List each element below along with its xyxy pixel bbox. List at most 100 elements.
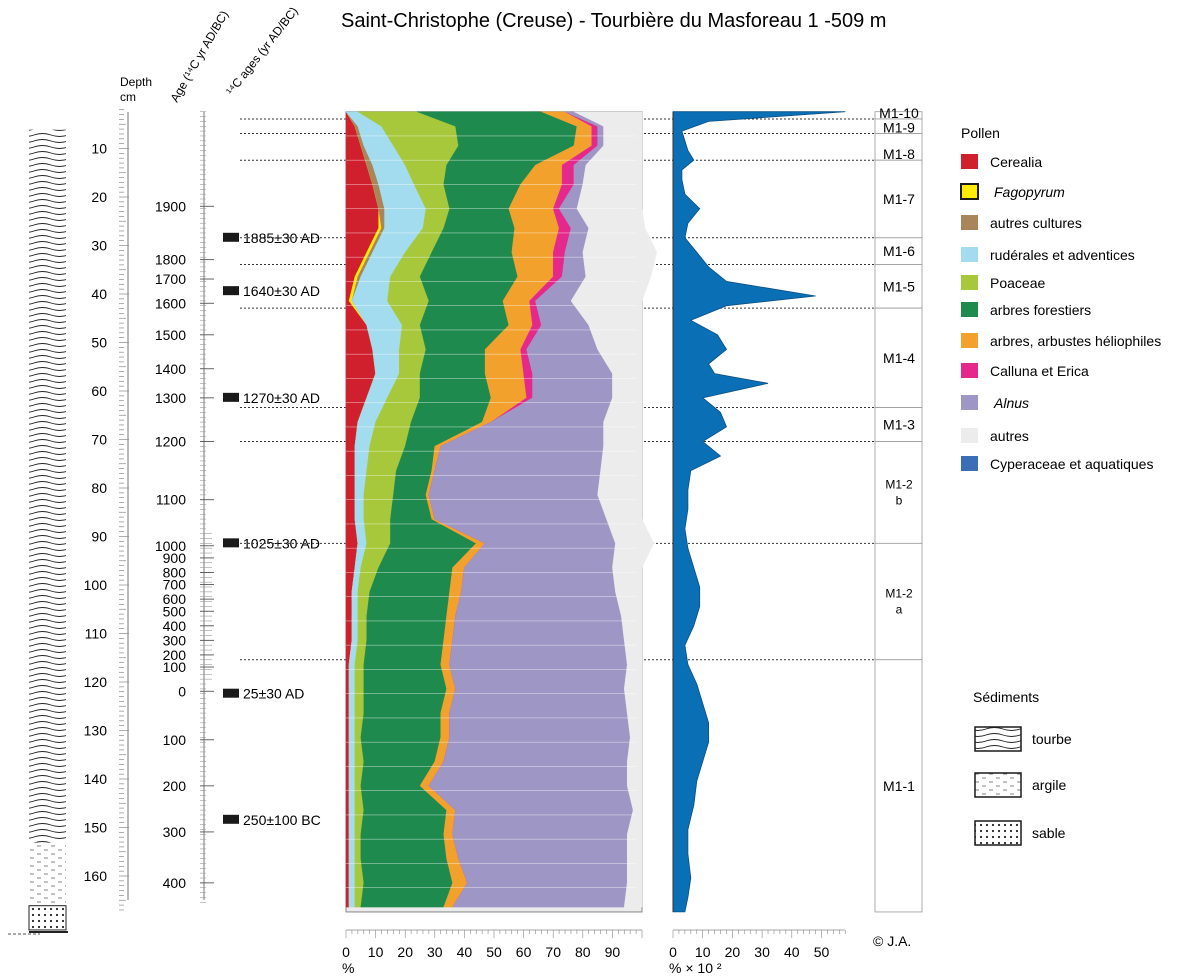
c14-date-label: 1270±30 AD (243, 390, 320, 406)
age-tick-label: 300 (163, 824, 187, 840)
zone-label: M1-1 (883, 778, 915, 794)
lithology-layer-sable (29, 905, 66, 930)
depth-tick-label: 40 (91, 286, 107, 302)
c14-date-marker (223, 392, 239, 402)
c14-date-marker (223, 232, 239, 242)
sediment-swatch (974, 772, 1022, 798)
lithology-column (8, 129, 68, 935)
pollen-axis-tick-label: 90 (605, 944, 621, 960)
legend-label: Fagopyrum (994, 184, 1065, 200)
depth-tick-label: 160 (84, 868, 108, 884)
depth-tick-label: 20 (91, 189, 107, 205)
legend-label: Cerealia (990, 154, 1042, 170)
pollen-axis-tick-label: 70 (545, 944, 561, 960)
sediment-label: tourbe (1032, 731, 1072, 747)
zone-label: M1-4 (883, 350, 915, 366)
sand-layer-outline (28, 905, 67, 931)
pollen-area-autres (570, 111, 658, 908)
pollen-axis-tick-label: 60 (516, 944, 532, 960)
pollen-axis-tick-label: 50 (486, 944, 502, 960)
c14-date-marker (223, 286, 239, 296)
pollen-axis-tick-label: 10 (368, 944, 384, 960)
pollen-axis-tick-label: 80 (575, 944, 591, 960)
cyperaceae-axis-tick-label: 50 (814, 944, 830, 960)
age-tick-label: 1800 (155, 252, 186, 268)
legend-label: rudérales et adventices (990, 247, 1135, 263)
c14-date-label: 25±30 AD (243, 686, 304, 702)
zone-label: M1-7 (883, 191, 915, 207)
age-axis: 1900180017001600150014001300120011001000… (155, 111, 214, 903)
age-tick-label: 400 (163, 618, 187, 634)
depth-tick-label: 10 (91, 141, 107, 157)
legend-swatch (961, 247, 978, 262)
pollen-legend: Pollen Cerealia Fagopyrum autres cultures ru… (960, 125, 1161, 472)
depth-tick-label: 120 (84, 674, 108, 690)
depth-tick-label: 150 (84, 820, 108, 836)
age-tick-label: 100 (163, 659, 187, 675)
pollen-axis-unit: % (342, 960, 354, 976)
depth-tick-label: 130 (84, 723, 108, 739)
depth-tick-label: 100 (84, 577, 108, 593)
age-tick-label: 200 (163, 778, 187, 794)
lithology-layer-argile (29, 842, 66, 906)
cyperaceae-curve (672, 111, 846, 913)
legend-swatch (961, 395, 978, 410)
age-tick-label: 1900 (155, 198, 186, 214)
zone-box (874, 307, 923, 408)
legend-label: Poaceae (990, 275, 1045, 291)
legend-title: Pollen (961, 125, 1000, 141)
depth-tick-label: 50 (91, 335, 107, 351)
age-tick-label: 700 (163, 577, 187, 593)
pollen-axis-tick-label: 0 (342, 944, 350, 960)
zone-label-sub: b (896, 493, 903, 507)
pollen-axis-tick-label: 20 (397, 944, 413, 960)
legend-swatch (960, 183, 979, 200)
cyperaceae-area (672, 111, 846, 913)
legend-swatch (961, 275, 978, 290)
age-tick-label: 300 (163, 632, 187, 648)
c14-date-marker (223, 814, 239, 824)
age-tick-label: 0 (178, 683, 186, 699)
c14-axis-title: ¹⁴C ages (yr AD/BC) (223, 4, 300, 98)
age-tick-label: 600 (163, 591, 187, 607)
age-tick-label: 800 (163, 564, 187, 580)
cyperaceae-axis-tick-label: 30 (754, 944, 770, 960)
legend-label: autres cultures (990, 215, 1082, 231)
legend-swatch (961, 456, 978, 471)
zone-label: M1-9 (883, 120, 915, 136)
zone-label: M1-3 (883, 417, 915, 433)
legend-label: Calluna et Erica (990, 363, 1089, 379)
zone-label: M1-10 (879, 105, 919, 121)
sediment-label: argile (1032, 777, 1066, 793)
zone-box (874, 407, 923, 442)
zone-label: M1-2 (885, 587, 913, 601)
age-tick-label: 900 (163, 550, 187, 566)
c14-date-label: 1640±30 AD (243, 283, 320, 299)
age-tick-label: 1600 (155, 295, 186, 311)
age-tick-label: 1700 (155, 271, 186, 287)
legend-swatch (961, 215, 978, 230)
zone-box (874, 237, 923, 265)
age-tick-label: 1000 (155, 538, 186, 554)
depth-tick-label: 140 (84, 771, 108, 787)
legend-label: arbres, arbustes héliophiles (990, 333, 1161, 349)
sediment-label: sable (1032, 825, 1066, 841)
legend-label: Cyperaceae et aquatiques (990, 456, 1153, 472)
zone-label: M1-8 (883, 146, 915, 162)
cyperaceae-axis-tick-label: 20 (725, 944, 741, 960)
lithology-layer-tourbe (29, 129, 66, 843)
cyperaceae-axis: 0 10 20 30 40 50 % × 10 ² (669, 929, 846, 976)
c14-date-label: 250±100 BC (243, 812, 321, 828)
age-tick-label: 1300 (155, 390, 186, 406)
age-tick-label: 1100 (156, 492, 186, 508)
sediment-legend-title: Sédiments (973, 689, 1039, 705)
legend-swatch (961, 363, 978, 378)
depth-tick-label: 60 (91, 383, 107, 399)
pollen-percent-axis: 0 10 20 30 40 50 60 70 80 90% (342, 929, 643, 976)
legend-label: Alnus (993, 395, 1029, 411)
age-tick-label: 200 (163, 647, 187, 663)
legend-swatch (961, 302, 978, 317)
depth-axis-title: Depth (120, 75, 152, 89)
depth-axis: 10 20 30 40 50 60 70 80 90 100 110 120 130 140 150 160 (84, 109, 129, 911)
